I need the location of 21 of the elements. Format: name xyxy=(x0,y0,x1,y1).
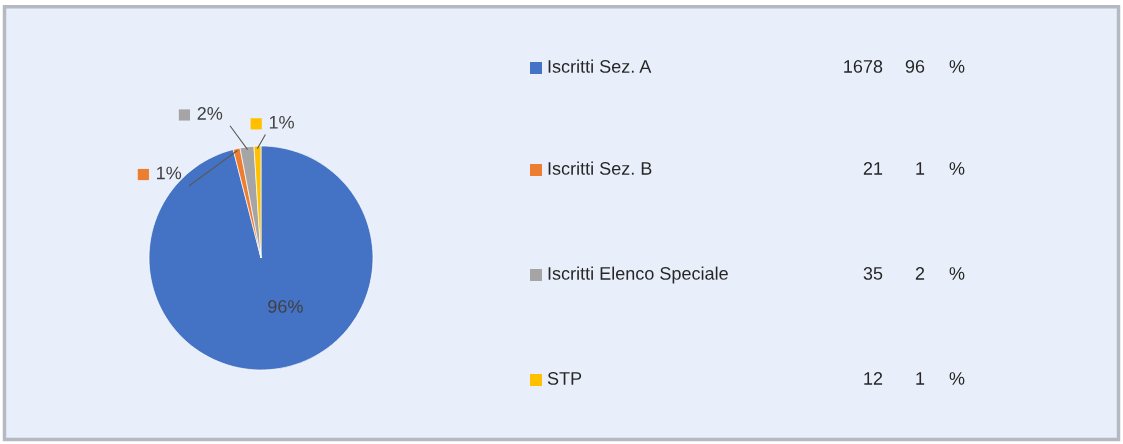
legend-label: Iscritti Sez. A xyxy=(548,59,652,73)
text: % xyxy=(949,162,965,175)
legend-label: STP xyxy=(547,372,582,385)
data-label: 1% xyxy=(269,115,294,129)
text: 2 xyxy=(915,267,925,280)
text: 35 xyxy=(863,267,883,280)
text: % xyxy=(949,60,965,73)
legend-label: Iscritti Elenco Speciale xyxy=(548,266,728,284)
text: 96 xyxy=(905,60,925,73)
data-label: 2% xyxy=(197,107,223,120)
text: % xyxy=(949,372,965,385)
text: % xyxy=(949,267,965,280)
text: 21 xyxy=(863,162,883,175)
data-label: 1% xyxy=(157,166,182,180)
legend-label: Iscritti Sez. B xyxy=(548,161,652,175)
text: 12 xyxy=(864,372,883,385)
pie-slice xyxy=(148,145,374,371)
text: 1678 xyxy=(844,60,883,73)
data-label: 96% xyxy=(268,300,303,313)
text: 1 xyxy=(916,372,925,385)
text: 1 xyxy=(916,162,925,175)
